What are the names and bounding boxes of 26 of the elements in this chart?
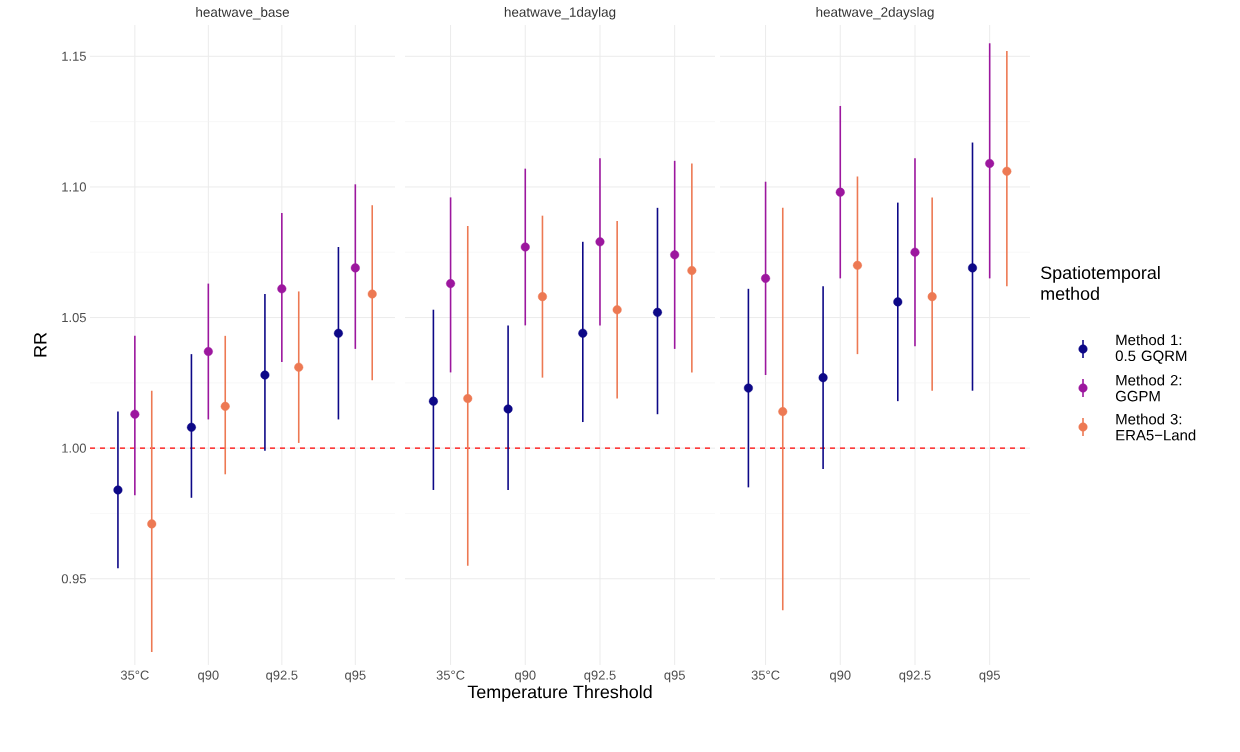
x-tick-label: q90 — [830, 670, 851, 683]
legend-label: Method 1: 0.5 GQRM — [1115, 334, 1187, 364]
legend-title: Spatiotemporal method — [1041, 265, 1160, 301]
legend-label: Method 2: GGPM — [1115, 374, 1182, 402]
x-tick-label: q92.5 — [266, 670, 298, 683]
x-tick-label: q95 — [345, 670, 366, 683]
legend-label: Method 3: ERA5−Land — [1116, 413, 1196, 441]
x-tick-label: 35°C — [120, 670, 149, 680]
x-tick-label: q92.5 — [584, 670, 616, 683]
y-tick-label: 1.00 — [62, 443, 86, 453]
y-tick-label: 1.15 — [62, 51, 86, 61]
x-tick-label: 35°C — [751, 670, 780, 680]
x-tick-label: q92.5 — [899, 670, 931, 683]
chart-title: heatwave_base — [196, 7, 290, 20]
x-tick-label: q90 — [198, 670, 219, 683]
y-tick-label: 0.95 — [61, 574, 86, 584]
x-tick-label: q95 — [979, 670, 1000, 683]
x-tick-label: 35°C — [436, 670, 465, 680]
x-tick-label: q95 — [664, 670, 685, 683]
y-tick-label: 1.10 — [62, 182, 86, 192]
x-axis-title: Temperature Threshold — [467, 685, 652, 702]
chart-title: heatwave_1daylag — [504, 6, 616, 20]
y-axis-title: RR — [34, 332, 47, 357]
x-tick-label: q90 — [515, 670, 536, 683]
y-tick-label: 1.05 — [62, 312, 86, 323]
chart-title: heatwave_2dayslag — [816, 6, 934, 20]
